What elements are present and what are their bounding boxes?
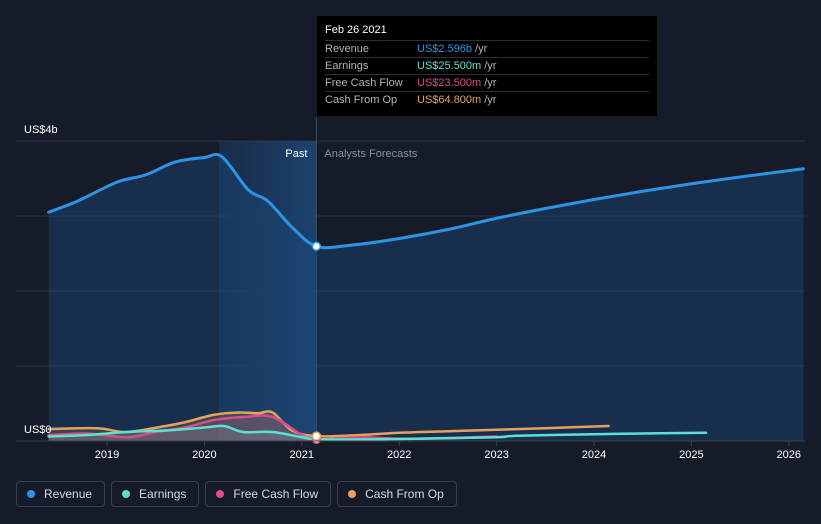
x-tick-label: 2020: [192, 449, 216, 461]
tooltip-row-unit: /yr: [484, 77, 497, 89]
x-tick-label: 2022: [387, 449, 411, 461]
tooltip-row-label: Free Cash Flow: [325, 77, 403, 89]
past-label: Past: [285, 148, 307, 160]
y-axis-top-label: US$4b: [24, 124, 58, 136]
tooltip-row-value: US$25.500m: [417, 60, 482, 72]
tooltip-row-label: Earnings: [325, 60, 369, 72]
legend-dot-icon: [216, 490, 225, 498]
legend-dot-icon: [348, 490, 357, 498]
tooltip-row-unit: /yr: [484, 94, 497, 106]
tooltip-row-free-cash-flow: Free Cash Flow US$23.500m /yr: [325, 74, 649, 91]
tooltip-row-earnings: Earnings US$25.500m /yr: [325, 57, 649, 74]
tooltip-row-cash-from-op: Cash From Op US$64.800m /yr: [325, 91, 649, 108]
legend-dot-icon: [27, 490, 35, 498]
tooltip-row-value: US$2.596b: [417, 43, 473, 55]
cash-from-op-line: [47, 410, 610, 438]
x-axis: 2019 2020 2021 2022 2023 2024 2025 2026: [16, 440, 805, 461]
legend: Revenue Earnings Free Cash Flow Cash Fro…: [16, 481, 457, 507]
tooltip: Feb 26 2021 Revenue US$2.596b /yr Earnin…: [317, 16, 657, 116]
legend-item-free-cash-flow[interactable]: Free Cash Flow: [205, 481, 332, 507]
revenue-marker: [311, 241, 322, 252]
legend-label: Earnings: [139, 487, 187, 501]
tooltip-row-label: Revenue: [325, 43, 370, 55]
legend-item-revenue[interactable]: Revenue: [16, 481, 106, 507]
forecast-label: Analysts Forecasts: [324, 148, 417, 160]
revenue-area: [48, 156, 804, 441]
x-tick-label: 2025: [679, 449, 703, 461]
tooltip-row-revenue: Revenue US$2.596b /yr: [325, 40, 649, 57]
area-layer: [48, 156, 804, 441]
x-tick-label: 2023: [484, 449, 508, 461]
tooltip-row-value: US$23.500m: [417, 77, 482, 89]
legend-label: Free Cash Flow: [233, 487, 319, 501]
tooltip-row-value: US$64.800m: [417, 94, 482, 106]
legend-label: Cash From Op: [365, 487, 444, 501]
past-region-shade: [219, 141, 317, 441]
tooltip-row-label: Cash From Op: [325, 94, 398, 106]
marker-layer: [311, 241, 322, 444]
tooltip-date: Feb 26 2021: [325, 24, 387, 36]
legend-label: Revenue: [44, 487, 93, 501]
tooltip-row-unit: /yr: [475, 43, 488, 55]
x-tick-label: 2019: [95, 449, 119, 461]
tooltip-row-unit: /yr: [484, 60, 497, 72]
legend-item-earnings[interactable]: Earnings: [111, 481, 200, 507]
y-axis-zero-label: US$0: [24, 424, 52, 436]
x-tick-label: 2021: [290, 449, 314, 461]
cash-from-op-marker: [311, 431, 322, 441]
x-tick-label: 2026: [777, 449, 801, 461]
x-tick-label: 2024: [582, 449, 606, 461]
earnings-line: [47, 424, 708, 441]
legend-item-cash-from-op[interactable]: Cash From Op: [337, 481, 457, 507]
legend-dot-icon: [122, 490, 131, 498]
